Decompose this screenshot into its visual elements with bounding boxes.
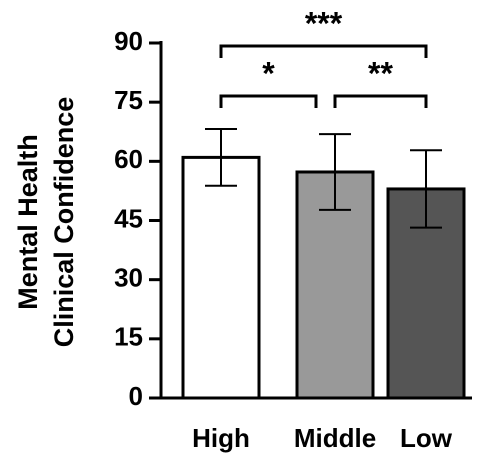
significance-label: ** <box>368 55 393 91</box>
y-tick-label: 30 <box>114 263 143 293</box>
significance-bracket <box>333 94 428 108</box>
significance-label: * <box>262 55 275 91</box>
y-tick-label: 75 <box>114 85 143 115</box>
significance-label: *** <box>305 5 343 41</box>
y-axis-label: Clinical Confidence <box>49 97 79 348</box>
bar <box>181 155 261 400</box>
y-tick-label: 45 <box>114 203 143 233</box>
y-tick-label: 0 <box>129 381 143 411</box>
x-tick-label: Low <box>400 423 453 453</box>
x-tick-label: Middle <box>294 423 376 453</box>
x-tick-label: High <box>192 423 250 453</box>
y-axis-label: Mental Health <box>13 134 43 310</box>
y-tick-label: 90 <box>114 26 143 56</box>
y-tick-label: 15 <box>114 322 143 352</box>
significance-bracket <box>219 44 428 58</box>
y-tick-label: 60 <box>114 144 143 174</box>
significance-bracket <box>219 94 318 108</box>
